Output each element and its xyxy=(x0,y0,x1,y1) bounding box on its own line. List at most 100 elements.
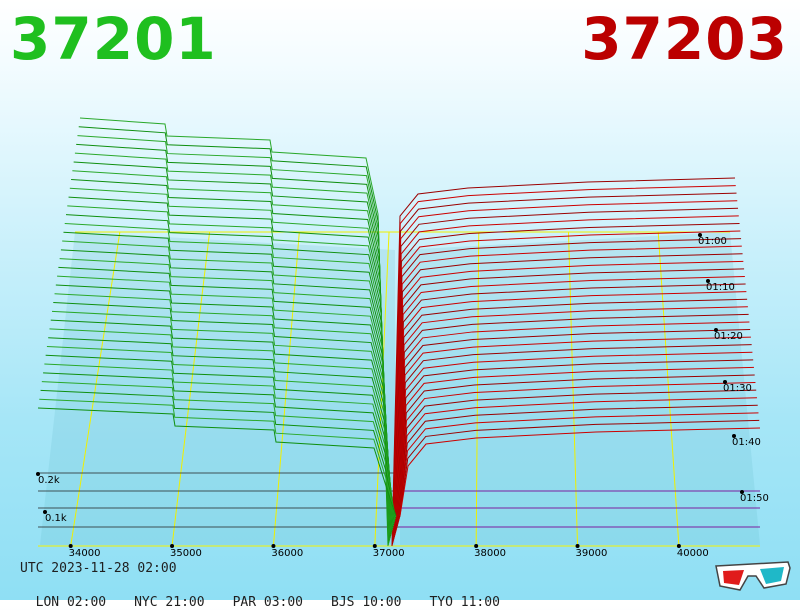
timezone-nyc: NYC 21:00 xyxy=(134,595,205,610)
y-tick-dot-0 xyxy=(43,510,47,514)
ask-depth-line-17 xyxy=(395,306,748,531)
timezone-tyo: TYO 11:00 xyxy=(429,595,500,610)
ask-depth-line-26 xyxy=(397,374,755,523)
chart-shadow xyxy=(40,232,760,545)
bid-depth-line-17 xyxy=(58,266,393,531)
bid-depth-line-26 xyxy=(46,345,395,523)
timezone-par: PAR 03:00 xyxy=(232,595,304,610)
time-tick-dot-1 xyxy=(706,279,710,283)
bid-depth-line-22 xyxy=(51,310,394,527)
time-tick-label-0: 01:00 xyxy=(698,236,727,247)
x-tick-label-4: 38000 xyxy=(474,548,506,559)
bid-price: 37201 xyxy=(10,5,217,73)
bid-depth-line-14 xyxy=(62,240,392,534)
bid-depth-line-27 xyxy=(45,354,396,522)
y-tick-dot-1 xyxy=(36,472,40,476)
x-tick-label-2: 36000 xyxy=(271,548,303,559)
bid-depth-line-7 xyxy=(71,179,391,540)
y-tick-label-0: 0.1k xyxy=(45,513,67,524)
ask-depth-line-18 xyxy=(395,313,749,530)
ask-depth-line-32 xyxy=(399,419,760,517)
bid-depth-line-20 xyxy=(54,293,394,528)
x-tick-label-3: 37000 xyxy=(373,548,405,559)
bid-depth-line-5 xyxy=(73,161,390,542)
x-tick-dot-2 xyxy=(271,544,276,548)
ask-depth-line-27 xyxy=(398,382,756,522)
bid-depth-line-25 xyxy=(48,337,395,524)
ask-depth-line-29 xyxy=(398,397,757,520)
bid-depth-line-9 xyxy=(68,196,391,538)
grid-line-38000 xyxy=(475,231,480,547)
ask-price: 37203 xyxy=(581,5,788,73)
grid-line-35000 xyxy=(171,231,211,547)
x-tick-dot-1 xyxy=(170,544,175,548)
bid-depth-line-6 xyxy=(72,170,390,541)
chart-grid xyxy=(38,231,760,547)
bid-depth-line-21 xyxy=(53,302,394,527)
bid-depth-line-3 xyxy=(76,143,390,544)
bid-depth-line-15 xyxy=(60,249,393,533)
ask-depth-line-28 xyxy=(398,389,757,521)
utc-time: UTC 2023-11-28 02:00 xyxy=(20,561,177,576)
time-tick-label-3: 01:30 xyxy=(723,383,752,394)
bid-depth-line-16 xyxy=(59,258,393,532)
timezone-bjs: BJS 10:00 xyxy=(331,595,402,610)
bid-depth-line-0 xyxy=(79,117,389,547)
x-tick-label-1: 35000 xyxy=(170,548,202,559)
ask-depth-line-33 xyxy=(399,427,761,517)
grid-line-34000 xyxy=(70,231,121,547)
x-tick-dot-3 xyxy=(372,544,377,548)
time-tick-dot-0 xyxy=(698,233,702,237)
3d-glasses-icon[interactable] xyxy=(712,560,792,592)
grid-line-39000 xyxy=(567,231,579,547)
x-tick-label-5: 39000 xyxy=(576,548,608,559)
ask-depth-line-22 xyxy=(396,344,752,527)
ask-depth-line-16 xyxy=(395,298,748,532)
bid-depth-line-12 xyxy=(64,222,392,536)
x-tick-dot-4 xyxy=(474,544,479,548)
ask-depth-line-21 xyxy=(396,336,751,527)
bid-depth-line-32 xyxy=(39,398,397,518)
time-tick-label-2: 01:20 xyxy=(714,331,743,342)
ask-depth-line-20 xyxy=(396,329,751,528)
ask-depth-line-31 xyxy=(399,412,759,518)
bid-depth-line-24 xyxy=(49,328,395,525)
ask-depth-line-23 xyxy=(397,351,753,526)
bid-depth-line-31 xyxy=(40,389,397,518)
time-tick-dot-3 xyxy=(723,380,727,384)
y-tick-label-1: 0.2k xyxy=(38,475,60,486)
chart-lines xyxy=(37,117,761,547)
timezones: LON 02:00 NYC 21:00 PAR 03:00 BJS 10:00 TYO … xyxy=(20,580,528,610)
bid-depth-line-23 xyxy=(50,319,395,526)
bid-depth-line-2 xyxy=(77,135,389,545)
ask-depth-line-24 xyxy=(397,359,754,525)
ask-shadow xyxy=(400,232,760,545)
x-tick-label-6: 40000 xyxy=(677,548,709,559)
x-tick-dot-0 xyxy=(68,544,73,548)
bid-depth-line-4 xyxy=(74,152,390,543)
ask-depth-line-30 xyxy=(398,404,758,519)
bid-depth-line-10 xyxy=(67,205,391,537)
bid-depth-line-1 xyxy=(78,126,389,546)
grid-line-40000 xyxy=(657,231,680,547)
chart-ticks: 34000 35000 36000 37000 38000 39000 40000 0.1k 0… xyxy=(36,233,769,559)
ask-depth-line-19 xyxy=(396,321,750,529)
bid-depth-line-19 xyxy=(55,284,394,529)
time-tick-label-4: 01:40 xyxy=(732,437,761,448)
bid-depth-line-13 xyxy=(63,231,392,535)
bid-depth-line-11 xyxy=(65,214,392,537)
time-tick-dot-5 xyxy=(740,490,744,494)
time-tick-dot-2 xyxy=(714,328,718,332)
bid-shadow xyxy=(40,232,395,545)
bid-depth-line-33 xyxy=(37,407,397,517)
time-tick-label-5: 01:50 xyxy=(740,493,769,504)
x-tick-dot-5 xyxy=(575,544,580,548)
bid-depth-line-8 xyxy=(69,187,391,539)
timezone-lon: LON 02:00 xyxy=(35,595,107,610)
x-tick-dot-6 xyxy=(676,544,681,548)
grid-line-36000 xyxy=(272,231,300,547)
bid-depth-line-29 xyxy=(43,372,396,520)
time-tick-label-1: 01:10 xyxy=(706,282,735,293)
bid-depth-line-30 xyxy=(41,381,396,519)
